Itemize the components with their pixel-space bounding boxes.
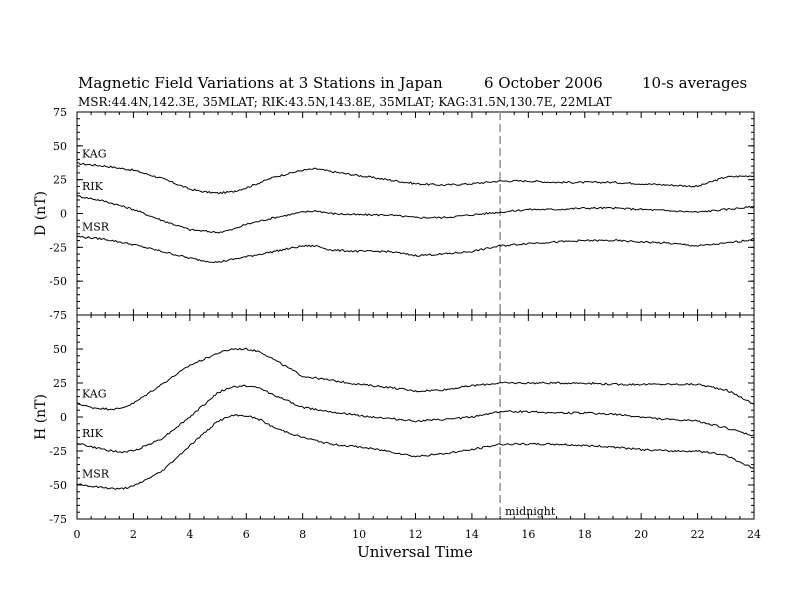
d-series-label-msr: MSR bbox=[82, 221, 110, 234]
x-tick-label: 18 bbox=[578, 528, 592, 541]
chart-title: Magnetic Field Variations at 3 Stations … bbox=[78, 74, 443, 92]
x-tick-label: 24 bbox=[747, 528, 761, 541]
chart-date: 6 October 2006 bbox=[484, 74, 603, 92]
d-series-label-rik: RIK bbox=[82, 180, 104, 193]
station-coordinates: MSR:44.4N,142.3E, 35MLAT; RIK:43.5N,143.… bbox=[78, 95, 612, 109]
h-series-rik bbox=[76, 384, 754, 454]
h-y-tick-label: 0 bbox=[60, 411, 67, 424]
h-series-label-msr: MSR bbox=[82, 468, 110, 481]
h-series-label-rik: RIK bbox=[82, 427, 104, 440]
d-series-label-kag: KAG bbox=[82, 147, 107, 160]
h-y-tick-label: -75 bbox=[49, 513, 67, 526]
x-tick-label: 10 bbox=[352, 528, 366, 541]
h-axis-label: H (nT) bbox=[33, 394, 49, 440]
d-y-tick-label: -75 bbox=[49, 309, 67, 322]
d-series-msr bbox=[76, 235, 755, 264]
d-y-tick-label: -25 bbox=[49, 241, 67, 254]
x-tick-label: 4 bbox=[186, 528, 193, 541]
h-y-tick-label: 25 bbox=[53, 377, 67, 390]
d-y-tick-label: 25 bbox=[53, 174, 67, 187]
chart-averaging: 10-s averages bbox=[642, 74, 747, 92]
h-plot-frame bbox=[76, 314, 755, 520]
h-y-tick-label: 50 bbox=[53, 343, 67, 356]
x-tick-label: 22 bbox=[691, 528, 705, 541]
x-tick-label: 0 bbox=[74, 528, 81, 541]
h-series-msr bbox=[76, 414, 755, 490]
d-y-tick-label: -50 bbox=[49, 275, 67, 288]
d-y-tick-label: 50 bbox=[53, 140, 67, 153]
midnight-label: midnight bbox=[505, 505, 556, 518]
h-series-kag bbox=[76, 347, 755, 411]
x-tick-label: 12 bbox=[409, 528, 423, 541]
h-series-label-kag: KAG bbox=[82, 387, 107, 400]
x-tick-label: 6 bbox=[243, 528, 250, 541]
h-y-tick-label: -50 bbox=[49, 479, 67, 492]
d-panel: 75 50 25 0 -25 -50 -75 KAG RIK MSR bbox=[49, 106, 755, 322]
x-axis-label: Universal Time bbox=[357, 543, 473, 561]
x-tick-label: 8 bbox=[299, 528, 306, 541]
d-plot-frame bbox=[76, 111, 755, 316]
x-tick-label: 16 bbox=[521, 528, 535, 541]
d-series-rik bbox=[76, 195, 755, 234]
d-axis-label: D (nT) bbox=[33, 191, 49, 236]
h-y-tick-label: -25 bbox=[49, 445, 67, 458]
d-y-tick-label: 75 bbox=[53, 106, 67, 119]
x-tick-label: 2 bbox=[130, 528, 137, 541]
d-series-kag bbox=[76, 162, 755, 195]
x-tick-label: 20 bbox=[634, 528, 648, 541]
d-y-tick-label: 0 bbox=[60, 208, 67, 221]
x-tick-label: 14 bbox=[465, 528, 479, 541]
